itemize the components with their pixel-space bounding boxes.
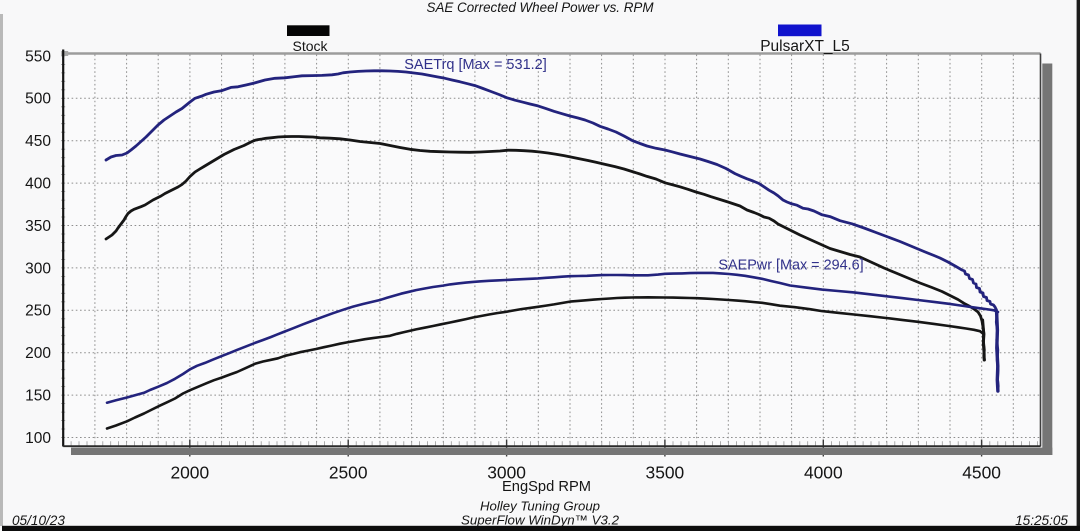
svg-text:15:25:05: 15:25:05 [1015, 513, 1068, 528]
svg-text:EngSpd RPM: EngSpd RPM [502, 479, 591, 495]
svg-text:2000: 2000 [170, 463, 209, 483]
svg-text:150: 150 [25, 388, 51, 405]
svg-text:05/10/23: 05/10/23 [12, 513, 65, 528]
svg-text:200: 200 [25, 345, 51, 362]
svg-text:550: 550 [25, 48, 51, 65]
svg-text:450: 450 [25, 133, 51, 150]
svg-text:SAEPwr [Max = 294.6]: SAEPwr [Max = 294.6] [718, 258, 863, 274]
svg-text:Stock: Stock [292, 38, 328, 54]
svg-text:Holley Tuning Group: Holley Tuning Group [480, 499, 600, 514]
svg-text:250: 250 [25, 303, 51, 320]
svg-text:4500: 4500 [962, 463, 1001, 483]
svg-text:SAE Corrected Wheel Power vs.: SAE Corrected Wheel Power vs. RPM [427, 0, 655, 15]
svg-text:SAETrq [Max = 531.2]: SAETrq [Max = 531.2] [404, 57, 547, 73]
svg-text:4000: 4000 [804, 463, 843, 483]
svg-text:3500: 3500 [646, 463, 685, 483]
svg-text:400: 400 [25, 176, 51, 193]
svg-text:100: 100 [25, 430, 51, 447]
svg-text:300: 300 [25, 260, 51, 277]
svg-text:2500: 2500 [329, 463, 368, 483]
svg-text:3000: 3000 [487, 463, 526, 483]
svg-text:SuperFlow WinDyn™ V3.2: SuperFlow WinDyn™ V3.2 [461, 513, 620, 528]
svg-text:500: 500 [25, 91, 51, 108]
svg-text:PulsarXT_L5: PulsarXT_L5 [760, 38, 850, 55]
svg-text:350: 350 [25, 218, 51, 235]
